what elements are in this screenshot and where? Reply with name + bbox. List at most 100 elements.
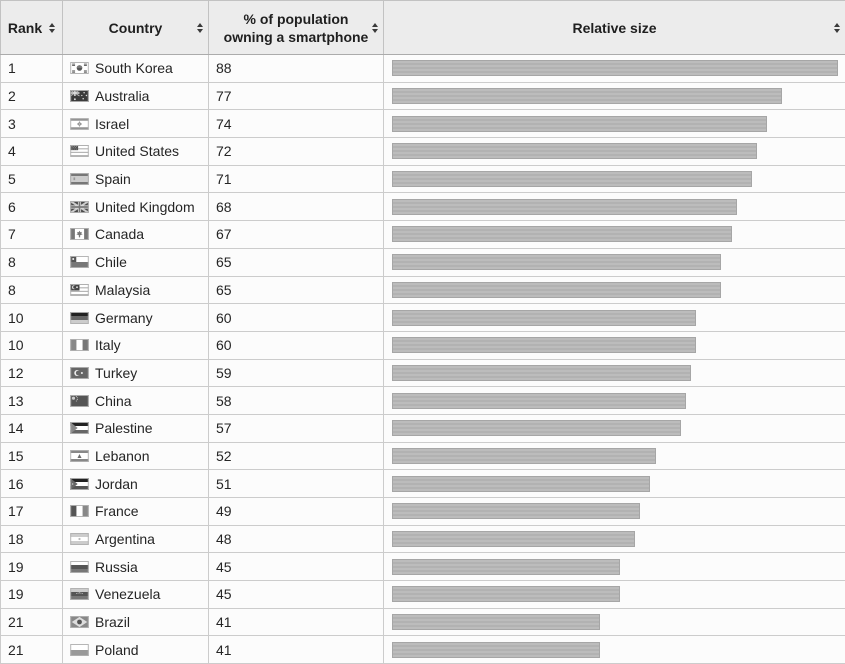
col-header-percent[interactable]: % of population owning a smartphone [208, 0, 384, 55]
country-name: Spain [95, 171, 131, 188]
flag-poland [70, 643, 89, 656]
table-row: 2 Australia 77 [0, 81, 845, 111]
bar-cell [383, 441, 845, 471]
sort-icon [49, 23, 56, 34]
bar-cell [383, 607, 845, 637]
table-row: 1 South Korea 88 [0, 54, 845, 83]
country-cell: Jordan [62, 469, 209, 498]
percent-cell: 45 [208, 552, 384, 582]
table-row: 12 Turkey 59 [0, 358, 845, 388]
bar-cell [383, 164, 845, 194]
flag-australia [70, 90, 89, 103]
flag-south-korea [70, 62, 89, 75]
flag-spain [70, 173, 89, 186]
country-cell: China [62, 386, 209, 415]
country-cell: Australia [62, 81, 209, 111]
rank-cell: 18 [0, 524, 63, 554]
relative-size-bar [392, 641, 600, 658]
bar-cell [383, 109, 845, 139]
percent-cell: 88 [208, 54, 384, 83]
table-row: 7 Canada 67 [0, 220, 845, 249]
country-cell: United Kingdom [62, 192, 209, 222]
table-row: 3 Israel 74 [0, 109, 845, 139]
percent-cell: 52 [208, 441, 384, 471]
percent-cell: 67 [208, 220, 384, 249]
relative-size-bar [392, 88, 783, 105]
table-row: 14 Palestine 57 [0, 413, 845, 443]
flag-germany [70, 311, 89, 324]
percent-cell: 71 [208, 164, 384, 194]
relative-size-bar [392, 531, 636, 548]
country-cell: South Korea [62, 54, 209, 83]
country-cell: Germany [62, 303, 209, 332]
bar-cell [383, 552, 845, 582]
relative-size-bar [392, 171, 752, 188]
country-cell: Spain [62, 164, 209, 194]
country-name: Poland [95, 641, 139, 658]
bar-cell [383, 220, 845, 249]
bar-cell [383, 413, 845, 443]
country-name: Turkey [95, 364, 138, 381]
flag-chile [70, 256, 89, 269]
relative-size-bar [392, 392, 686, 409]
rank-cell: 10 [0, 330, 63, 360]
sort-icon [834, 22, 840, 33]
flag-france [70, 505, 89, 518]
rank-cell: 5 [0, 164, 63, 194]
country-cell: Chile [62, 247, 209, 277]
bar-cell [383, 275, 845, 305]
flag-united-kingdom [70, 200, 89, 213]
bar-cell [383, 386, 845, 415]
table-header: Rank Country % of population owning a sm… [0, 0, 845, 55]
rank-cell: 13 [0, 386, 63, 415]
percent-header-label: % of population owning a smartphone [223, 10, 369, 45]
header-row: Rank Country % of population owning a sm… [0, 0, 845, 55]
percent-cell: 65 [208, 247, 384, 277]
country-name: Israel [95, 115, 130, 132]
table-row: 13 China 58 [0, 386, 845, 415]
country-name: France [95, 503, 139, 520]
sort-icon [372, 22, 378, 33]
bar-cell [383, 358, 845, 388]
bar-cell [383, 330, 845, 360]
percent-cell: 48 [208, 524, 384, 554]
country-cell: United States [62, 137, 209, 166]
percent-cell: 77 [208, 81, 384, 111]
rank-cell: 19 [0, 580, 63, 609]
country-name: United States [95, 143, 180, 160]
country-name: Malaysia [95, 281, 151, 298]
rank-cell: 16 [0, 469, 63, 498]
bar-cell [383, 54, 845, 83]
bar-cell [383, 247, 845, 277]
country-name: Brazil [95, 614, 131, 631]
col-header-rank[interactable]: Rank [0, 0, 63, 55]
flag-italy [70, 339, 89, 352]
bar-cell [383, 81, 845, 111]
country-name: China [95, 392, 132, 409]
flag-russia [70, 560, 89, 573]
rank-cell: 8 [0, 247, 63, 277]
percent-cell: 45 [208, 580, 384, 609]
relative-size-bar [392, 364, 692, 381]
table-row: 21 Poland 41 [0, 635, 845, 664]
table-row: 15 Lebanon 52 [0, 441, 845, 471]
rank-cell: 7 [0, 220, 63, 249]
rank-cell: 15 [0, 441, 63, 471]
rank-cell: 21 [0, 635, 63, 664]
percent-cell: 60 [208, 330, 384, 360]
percent-cell: 74 [208, 109, 384, 139]
country-cell: Venezuela [62, 580, 209, 609]
relative-size-bar [392, 614, 600, 631]
percent-cell: 51 [208, 469, 384, 498]
col-header-relative-size[interactable]: Relative size [383, 0, 845, 55]
country-cell: France [62, 497, 209, 526]
percent-cell: 49 [208, 497, 384, 526]
country-cell: Palestine [62, 413, 209, 443]
bar-cell [383, 303, 845, 332]
rank-cell: 21 [0, 607, 63, 637]
percent-cell: 68 [208, 192, 384, 222]
table-row: 19 Venezuela 45 [0, 580, 845, 609]
flag-argentina [70, 533, 89, 546]
col-header-country[interactable]: Country [62, 0, 209, 55]
